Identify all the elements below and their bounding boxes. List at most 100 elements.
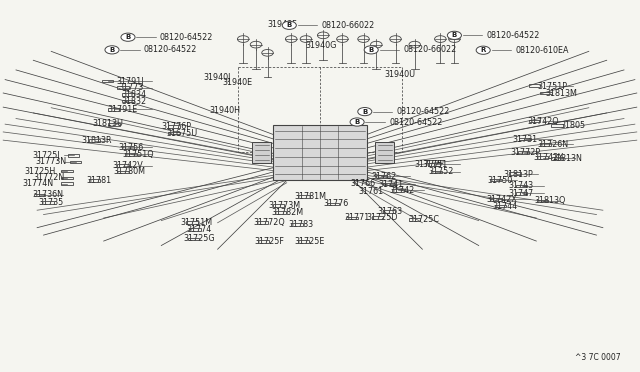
Text: 31725D: 31725D — [366, 213, 397, 222]
Bar — [375, 142, 394, 163]
Text: 08120-64522: 08120-64522 — [486, 31, 540, 40]
Text: 31742Q: 31742Q — [527, 117, 559, 126]
Text: 31762: 31762 — [371, 172, 396, 181]
Bar — [168, 132, 180, 134]
Text: R: R — [481, 47, 486, 53]
Text: 31940U: 31940U — [384, 70, 415, 79]
Bar — [298, 240, 309, 243]
Bar — [291, 223, 303, 226]
Text: 31736N: 31736N — [32, 190, 63, 199]
Text: 31832: 31832 — [122, 97, 147, 106]
Text: 31741: 31741 — [379, 180, 404, 189]
Text: 31781M: 31781M — [294, 192, 326, 201]
Text: 08120-610EA: 08120-610EA — [515, 46, 569, 55]
Text: 31752: 31752 — [429, 167, 454, 176]
Bar — [117, 170, 129, 173]
Bar — [372, 216, 383, 219]
Bar — [537, 199, 548, 202]
Text: B: B — [452, 32, 457, 38]
Text: 31834: 31834 — [122, 90, 147, 99]
Text: 08120-64522: 08120-64522 — [397, 107, 450, 116]
Bar — [102, 80, 113, 82]
Bar — [61, 176, 73, 179]
Text: B: B — [362, 109, 367, 115]
Circle shape — [364, 46, 378, 54]
Bar — [168, 125, 180, 128]
Text: 31751P: 31751P — [538, 82, 568, 91]
Bar — [431, 170, 442, 173]
Text: 31725F: 31725F — [255, 237, 285, 246]
Text: 31805: 31805 — [561, 121, 586, 130]
Text: 31747: 31747 — [509, 189, 534, 198]
Text: 31725H: 31725H — [24, 167, 56, 176]
Text: 31940H: 31940H — [210, 106, 241, 115]
Bar — [125, 153, 137, 155]
Bar — [189, 228, 201, 231]
Text: 31725C: 31725C — [408, 215, 439, 224]
Bar — [327, 202, 339, 205]
Bar — [551, 157, 563, 160]
Text: 31742: 31742 — [389, 186, 414, 195]
Text: 31772F: 31772F — [415, 160, 445, 169]
Text: 31813Q: 31813Q — [534, 196, 566, 205]
Text: 31782M: 31782M — [271, 208, 303, 217]
Text: B: B — [109, 47, 115, 53]
Text: 31940J: 31940J — [204, 73, 231, 82]
Text: 31813R: 31813R — [82, 136, 113, 145]
Text: 31772N: 31772N — [33, 173, 65, 182]
Text: 31773: 31773 — [118, 83, 143, 92]
Text: 31742Y: 31742Y — [534, 153, 564, 162]
Bar — [529, 84, 540, 87]
Text: 31774: 31774 — [187, 225, 212, 234]
Text: 31771: 31771 — [344, 214, 369, 222]
Bar — [383, 210, 395, 213]
Bar — [509, 172, 521, 175]
Text: 31751Q: 31751Q — [123, 150, 154, 159]
Bar — [89, 139, 100, 142]
Bar — [42, 201, 54, 204]
Circle shape — [447, 31, 461, 39]
Bar — [61, 170, 73, 172]
Circle shape — [350, 118, 364, 126]
Bar — [376, 175, 387, 177]
Bar — [516, 185, 527, 187]
Text: 31940E: 31940E — [223, 78, 253, 87]
Text: 31813M: 31813M — [545, 89, 577, 97]
Circle shape — [358, 108, 372, 116]
Bar — [122, 146, 134, 148]
Text: 31940G: 31940G — [306, 41, 337, 50]
Bar — [537, 156, 548, 159]
Bar — [519, 138, 531, 140]
Text: 31675U: 31675U — [166, 129, 198, 138]
Bar — [409, 218, 420, 221]
Bar — [540, 143, 551, 145]
Text: 31772Q: 31772Q — [253, 218, 285, 227]
Text: 31761: 31761 — [358, 187, 383, 196]
Bar — [275, 211, 286, 214]
Text: 31774N: 31774N — [22, 179, 54, 188]
Text: 31813U: 31813U — [93, 119, 124, 128]
Bar — [89, 179, 100, 182]
Text: 08120-64522: 08120-64522 — [160, 33, 213, 42]
Bar — [108, 123, 120, 125]
Bar — [540, 92, 552, 94]
Bar — [258, 240, 269, 243]
Bar — [273, 125, 367, 180]
Bar — [122, 100, 134, 102]
Text: 31813P: 31813P — [503, 170, 532, 179]
Bar — [346, 217, 358, 219]
Text: B: B — [355, 119, 360, 125]
Text: 31773N: 31773N — [35, 157, 67, 166]
Bar — [428, 163, 440, 166]
Bar — [551, 124, 563, 127]
Text: 31744: 31744 — [493, 202, 518, 211]
Bar — [490, 179, 502, 181]
Text: 31731: 31731 — [512, 135, 537, 144]
Bar — [495, 205, 506, 207]
Text: 31735: 31735 — [38, 198, 63, 207]
Text: 31725J: 31725J — [32, 151, 60, 160]
Text: B: B — [287, 22, 292, 28]
Text: 31766: 31766 — [351, 179, 376, 188]
Text: 08120-64522: 08120-64522 — [389, 118, 442, 126]
Bar — [518, 151, 529, 154]
